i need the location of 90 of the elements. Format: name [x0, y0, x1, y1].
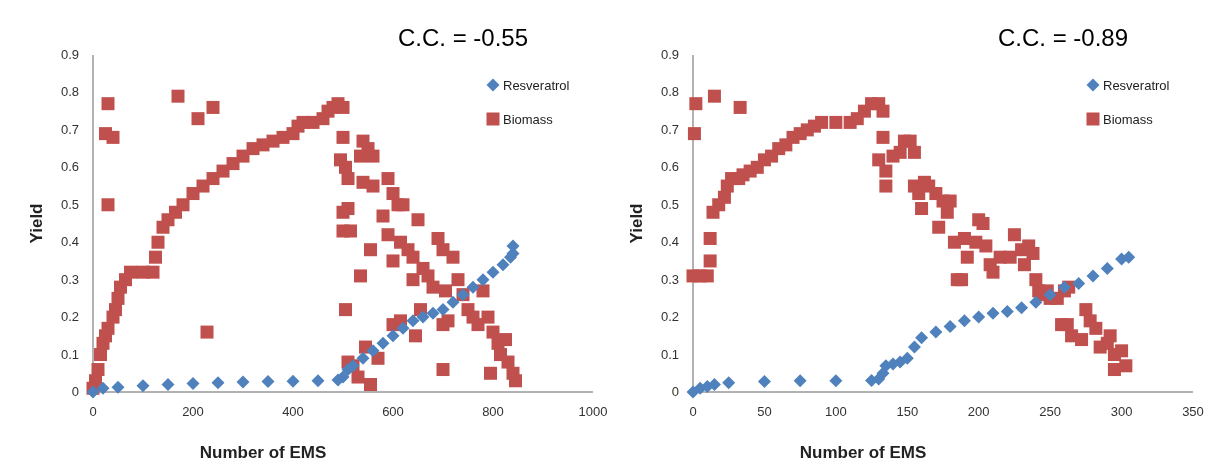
point	[161, 378, 175, 392]
y-tick-label: 0.8	[60, 84, 79, 100]
point	[416, 310, 430, 324]
legend-label: Resveratrol	[503, 78, 570, 93]
x-tick-label: 600	[382, 404, 404, 419]
chart-title: C.C. = -0.89	[997, 24, 1129, 51]
y-axis-title: Yield	[27, 203, 46, 244]
x-axis-title: Number of EMS	[199, 443, 327, 462]
x-tick-label: 800	[482, 404, 504, 419]
point	[446, 295, 460, 309]
x-tick-label: 250	[1039, 404, 1061, 419]
point	[829, 374, 843, 388]
legend-label: Biomass	[1103, 112, 1154, 127]
point	[436, 303, 450, 317]
point	[1029, 295, 1043, 309]
point	[136, 379, 150, 393]
point	[707, 378, 721, 392]
x-tick-label: 1000	[578, 404, 608, 419]
point	[915, 331, 929, 345]
y-tick-label: 0.8	[660, 84, 679, 100]
x-tick-label: 150	[896, 404, 919, 419]
y-tick-label: 0.4	[60, 234, 79, 250]
point	[366, 344, 380, 358]
point	[466, 280, 480, 294]
chart-title: C.C. = -0.55	[397, 24, 529, 51]
y-tick-label: 0.3	[660, 271, 679, 287]
point	[943, 319, 957, 333]
x-tick-label: 50	[757, 404, 772, 419]
point	[907, 340, 921, 354]
point	[1086, 269, 1100, 283]
point	[1015, 301, 1029, 315]
y-tick-label: 0.6	[60, 159, 79, 175]
point	[376, 336, 390, 350]
legend-label: Resveratrol	[1103, 78, 1170, 93]
y-tick-label: 0.9	[660, 47, 679, 62]
point	[957, 314, 971, 328]
x-tick-label: 350	[1182, 404, 1204, 419]
y-tick-label: 0	[71, 384, 79, 399]
y-tick-label: 0.2	[60, 309, 79, 325]
y-tick-label: 0.7	[660, 121, 679, 137]
point	[1057, 280, 1071, 294]
point	[972, 310, 986, 324]
point	[929, 325, 943, 339]
y-tick-label: 0.3	[60, 271, 79, 287]
point	[486, 265, 500, 279]
point	[476, 273, 490, 287]
x-tick-label: 100	[825, 404, 847, 419]
point	[96, 381, 110, 395]
point	[757, 375, 771, 389]
x-tick-label: 200	[967, 404, 990, 419]
y-tick-label: 0.5	[60, 196, 79, 212]
point	[356, 351, 370, 365]
point	[261, 375, 275, 389]
point	[111, 380, 125, 394]
point	[426, 306, 440, 320]
y-tick-label: 0.5	[660, 196, 679, 212]
x-tick-label: 0	[689, 404, 697, 419]
point	[1100, 261, 1114, 275]
point	[406, 314, 420, 328]
x-tick-label: 300	[1110, 404, 1133, 419]
y-tick-label: 0	[671, 384, 679, 399]
point	[722, 376, 736, 390]
y-tick-label: 0.7	[60, 121, 79, 137]
y-tick-label: 0.9	[60, 47, 79, 62]
x-tick-label: 400	[282, 404, 304, 419]
point	[236, 375, 250, 389]
legend-label: Biomass	[503, 112, 554, 127]
y-tick-label: 0.2	[660, 309, 679, 325]
x-tick-label: 0	[89, 404, 97, 419]
point	[1072, 276, 1086, 290]
point	[1000, 304, 1014, 318]
point	[1122, 250, 1136, 264]
point	[211, 376, 225, 390]
point	[793, 374, 807, 388]
y-tick-label: 0.4	[660, 234, 679, 250]
y-tick-label: 0.1	[660, 346, 679, 362]
point	[311, 374, 325, 388]
y-axis-title: Yield	[627, 203, 646, 244]
point	[86, 385, 100, 399]
y-tick-label: 0.6	[660, 159, 679, 175]
point	[986, 306, 1000, 320]
point	[496, 258, 510, 272]
point	[900, 351, 914, 365]
point	[286, 374, 300, 388]
x-axis-title: Number of EMS	[799, 443, 927, 462]
point	[186, 376, 200, 390]
y-tick-label: 0.1	[60, 346, 79, 362]
point	[396, 321, 410, 335]
point	[386, 329, 400, 343]
x-tick-label: 200	[182, 404, 204, 419]
